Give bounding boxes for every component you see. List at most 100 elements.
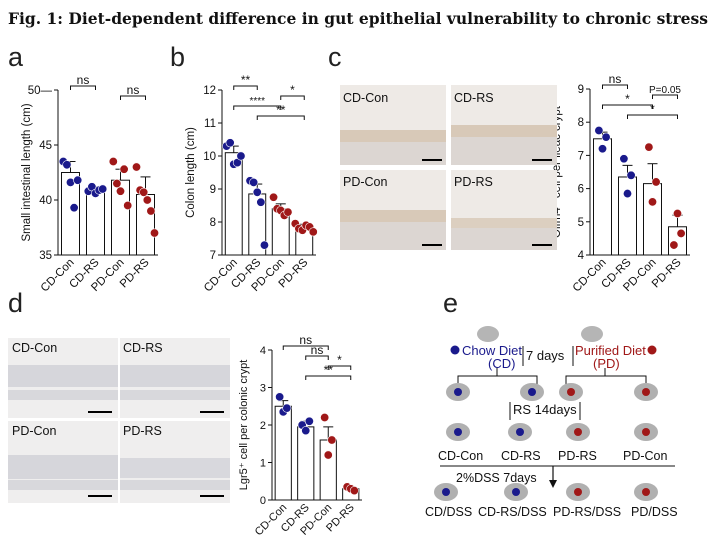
chow-dot-icon <box>450 345 460 355</box>
significance-label: P=0.05 <box>649 85 681 96</box>
figure-title: Fig. 1: Diet-dependent difference in gut… <box>8 9 709 28</box>
dss-group-label: CD-RS/DSS <box>478 505 547 519</box>
data-point <box>320 412 330 422</box>
group-label: CD-Con <box>438 449 483 463</box>
data-point <box>304 416 314 426</box>
data-point <box>119 164 129 174</box>
diet-marker-icon <box>454 388 462 396</box>
y-axis-label: Lgr5⁺ cell per colonic crypt <box>238 360 250 491</box>
panel-letter-a: a <box>8 42 24 72</box>
diet-marker-icon <box>574 488 582 496</box>
significance-bracket <box>233 105 282 110</box>
y-tick-label: 8 <box>210 217 216 229</box>
data-point <box>108 157 118 167</box>
panel-letter-d: d <box>8 288 23 318</box>
significance-bracket <box>627 114 678 119</box>
micrograph-label: CD-RS <box>123 341 163 355</box>
data-point <box>669 240 679 250</box>
data-point <box>594 126 604 136</box>
significance-label: ** <box>276 103 286 117</box>
data-point <box>283 207 293 217</box>
data-point <box>249 177 259 187</box>
data-point <box>275 392 285 402</box>
diet-marker-icon <box>642 388 650 396</box>
significance-label: ns <box>127 83 140 97</box>
significance-label: * <box>650 102 655 116</box>
mouse-icon <box>477 326 499 342</box>
significance-bracket <box>256 115 305 120</box>
y-tick-label: 1 <box>260 458 266 470</box>
x-tick-label: CD-Con <box>39 257 77 295</box>
diet-marker-icon <box>642 488 650 496</box>
bar <box>297 426 315 501</box>
data-point <box>146 206 156 216</box>
data-point <box>269 192 279 202</box>
purified-dot-icon <box>647 345 657 355</box>
data-point <box>619 154 629 164</box>
data-point <box>323 450 333 460</box>
panel-letter-e: e <box>443 288 458 318</box>
significance-bracket <box>652 94 678 99</box>
significance-bracket <box>233 85 258 90</box>
purified-diet-abbr: (PD) <box>593 356 620 371</box>
mouse-row-1 <box>446 383 658 401</box>
micrograph-tile: PD-Con <box>8 421 118 503</box>
data-point <box>647 197 657 207</box>
mouse-row-3 <box>434 483 658 501</box>
data-point <box>69 203 79 213</box>
micrograph-grid-c: CD-Con CD-RS PD-Con PD-RS <box>340 85 557 250</box>
data-point <box>259 240 269 250</box>
data-point <box>112 179 122 189</box>
data-point <box>116 186 126 196</box>
data-point <box>626 170 636 180</box>
micrograph-tile: CD-RS <box>120 338 230 418</box>
diet-marker-icon <box>442 488 450 496</box>
dss-group-label: CD/DSS <box>425 505 472 519</box>
data-point <box>301 426 311 436</box>
y-tick-label: 0 <box>260 495 266 507</box>
panel-letter-b: b <box>170 42 185 72</box>
micrograph-label: PD-RS <box>123 424 162 438</box>
group-label: PD-Con <box>623 449 668 463</box>
data-point <box>327 435 337 445</box>
diet-marker-icon <box>642 428 650 436</box>
data-point <box>252 187 262 197</box>
significance-bracket <box>602 104 653 109</box>
arrow-down-icon <box>549 480 557 488</box>
chart-panel-c: 456789Olfm4⁺ cell per ileac cryptCD-ConC… <box>551 72 690 294</box>
chow-diet-label: Chow Diet <box>462 343 522 358</box>
chow-diet-abbr: (CD) <box>488 356 515 371</box>
stress-label: RS 14days <box>513 402 577 417</box>
significance-label: ns <box>609 72 622 86</box>
dss-label: 2%DSS 7days <box>456 471 537 485</box>
data-point <box>282 403 292 413</box>
panel-letter-c: c <box>328 42 342 72</box>
micrograph-label: CD-Con <box>343 91 388 105</box>
y-tick-label: 6 <box>578 184 584 196</box>
group-label: PD-RS <box>558 449 597 463</box>
significance-label: ns <box>311 343 324 357</box>
micrograph-label: CD-Con <box>12 341 57 355</box>
data-point <box>73 175 83 185</box>
data-point <box>644 142 654 152</box>
micrograph-tile: CD-Con <box>340 85 446 165</box>
data-point <box>132 162 142 172</box>
y-tick-label: 40 <box>39 195 52 207</box>
data-point <box>601 132 611 142</box>
y-axis-label: Small intestinal length (cm) <box>21 103 33 241</box>
significance-label: ns <box>77 73 90 87</box>
significance-label: ** <box>241 73 251 87</box>
mouse-icon <box>581 326 603 342</box>
y-tick-label: 12 <box>203 85 216 97</box>
micrograph-tile: PD-Con <box>340 170 446 250</box>
significance-bracket <box>282 345 329 350</box>
data-point <box>123 201 133 211</box>
significance-bracket <box>305 375 352 380</box>
x-tick-label: CD-Con <box>571 257 609 295</box>
experiment-schematic: Chow Diet (CD) 7 days Purified Diet (PD)… <box>425 326 678 519</box>
significance-bracket <box>120 95 146 100</box>
micrograph-label: PD-RS <box>454 175 493 189</box>
y-tick-label: 10 <box>203 151 216 163</box>
